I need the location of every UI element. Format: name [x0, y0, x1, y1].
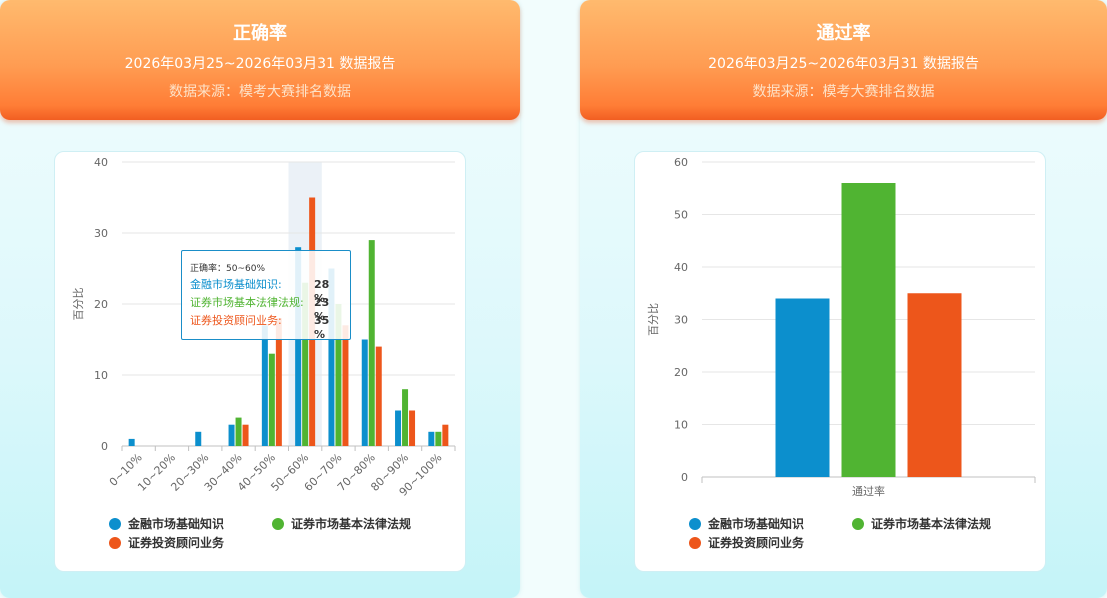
y-tick-label: 0	[101, 440, 108, 453]
legend-dot-icon	[272, 518, 284, 530]
bar	[361, 339, 368, 446]
tooltip-title: 正确率：50~60%	[190, 264, 265, 274]
y-tick-label: 0	[681, 471, 688, 484]
y-axis-label: 百分比	[72, 288, 85, 321]
bar	[228, 424, 235, 446]
tooltip-label: 证券市场基本法律法规:	[190, 296, 304, 309]
bar	[402, 389, 409, 446]
bar	[442, 424, 449, 446]
bar	[195, 431, 202, 446]
correct-rate-chart: 010203040百分比0~10%10~20%20~30%30~40%40~50…	[72, 156, 456, 499]
y-tick-label: 20	[94, 298, 108, 311]
legend-label: 证券投资顾问业务	[128, 536, 225, 550]
tooltip-row: 证券投资顾问业务: 35 %	[190, 314, 342, 341]
legend-dot-icon	[689, 537, 701, 549]
y-tick-label: 50	[674, 209, 688, 222]
x-tick-label: 通过率	[852, 484, 885, 498]
bar	[395, 410, 402, 446]
y-tick-label: 20	[674, 366, 688, 379]
y-tick-label: 30	[674, 314, 688, 327]
bar	[342, 325, 349, 446]
panel-source: 数据来源：模考大赛排名数据	[752, 84, 935, 100]
bar	[907, 293, 962, 477]
legend-dot-icon	[109, 518, 121, 530]
bar	[775, 298, 830, 477]
y-tick-label: 40	[94, 156, 108, 169]
y-tick-label: 10	[94, 369, 108, 382]
legend-label: 金融市场基础知识	[708, 517, 805, 531]
tooltip-label: 证券投资顾问业务:	[190, 314, 282, 327]
bar	[128, 438, 135, 446]
bar	[841, 183, 896, 477]
y-tick-label: 40	[674, 261, 688, 274]
bar	[335, 304, 342, 446]
y-tick-label: 10	[674, 419, 688, 432]
bar	[409, 410, 416, 446]
bar	[328, 268, 335, 446]
panel-title: 正确率	[233, 23, 287, 44]
legend-label: 证券投资顾问业务	[708, 536, 805, 550]
chart-tooltip: 正确率：50~60% 金融市场基础知识: 28 % 证券市场基本法律法规: 23…	[181, 250, 351, 341]
legend-label: 证券市场基本法律法规	[291, 517, 412, 531]
legend-dot-icon	[852, 518, 864, 530]
tooltip-value: 28 %	[314, 278, 330, 305]
bar	[302, 282, 309, 446]
pass-rate-panel: 通过率 2026年03月25~2026年03月31 数据报告 数据来源：模考大赛…	[580, 0, 1107, 598]
panel-source: 数据来源：模考大赛排名数据	[169, 84, 351, 100]
y-tick-label: 30	[94, 227, 108, 240]
bar	[428, 431, 435, 446]
tooltip-row: 金融市场基础知识: 28 %	[190, 278, 342, 305]
bar	[275, 318, 282, 446]
panel-header: 通过率 2026年03月25~2026年03月31 数据报告 数据来源：模考大赛…	[580, 0, 1107, 120]
tooltip-row: 证券市场基本法律法规: 23 %	[190, 296, 342, 323]
y-tick-label: 60	[674, 156, 688, 169]
bar	[242, 424, 249, 446]
bar	[261, 325, 268, 446]
legend-label: 金融市场基础知识	[128, 517, 225, 531]
legend-dot-icon	[109, 537, 121, 549]
correct-rate-panel: 正确率 2026年03月25~2026年03月31 数据报告 数据来源：模考大赛…	[0, 0, 520, 598]
bar	[295, 247, 302, 446]
y-axis-label: 百分比	[647, 303, 660, 336]
chart-card: 0 10 20 30 40 50 60 百分比 通过率 金融市场基础知识 证券市场基本法律法规 …	[634, 151, 1046, 572]
bar	[368, 240, 375, 446]
panel-subtitle: 2026年03月25~2026年03月31 数据报告	[124, 56, 396, 72]
panel-header: 正确率 2026年03月25~2026年03月31 数据报告 数据来源：模考大赛…	[0, 0, 520, 120]
panel-subtitle: 2026年03月25~2026年03月31 数据报告	[708, 56, 979, 72]
tooltip-value: 35 %	[314, 314, 330, 341]
tooltip-value: 23 %	[314, 296, 330, 323]
bar	[268, 353, 275, 446]
panel-title: 通过率	[816, 23, 871, 44]
bar	[235, 417, 242, 446]
legend-label: 证券市场基本法律法规	[871, 517, 992, 531]
legend-dot-icon	[689, 518, 701, 530]
bar	[375, 346, 382, 446]
bar	[435, 431, 442, 446]
chart-card: 0 10 20 30 40 百分比 0~10% 10~20% 20~30% 30~40% 40~50…	[54, 151, 466, 572]
tooltip-label: 金融市场基础知识:	[190, 278, 282, 291]
